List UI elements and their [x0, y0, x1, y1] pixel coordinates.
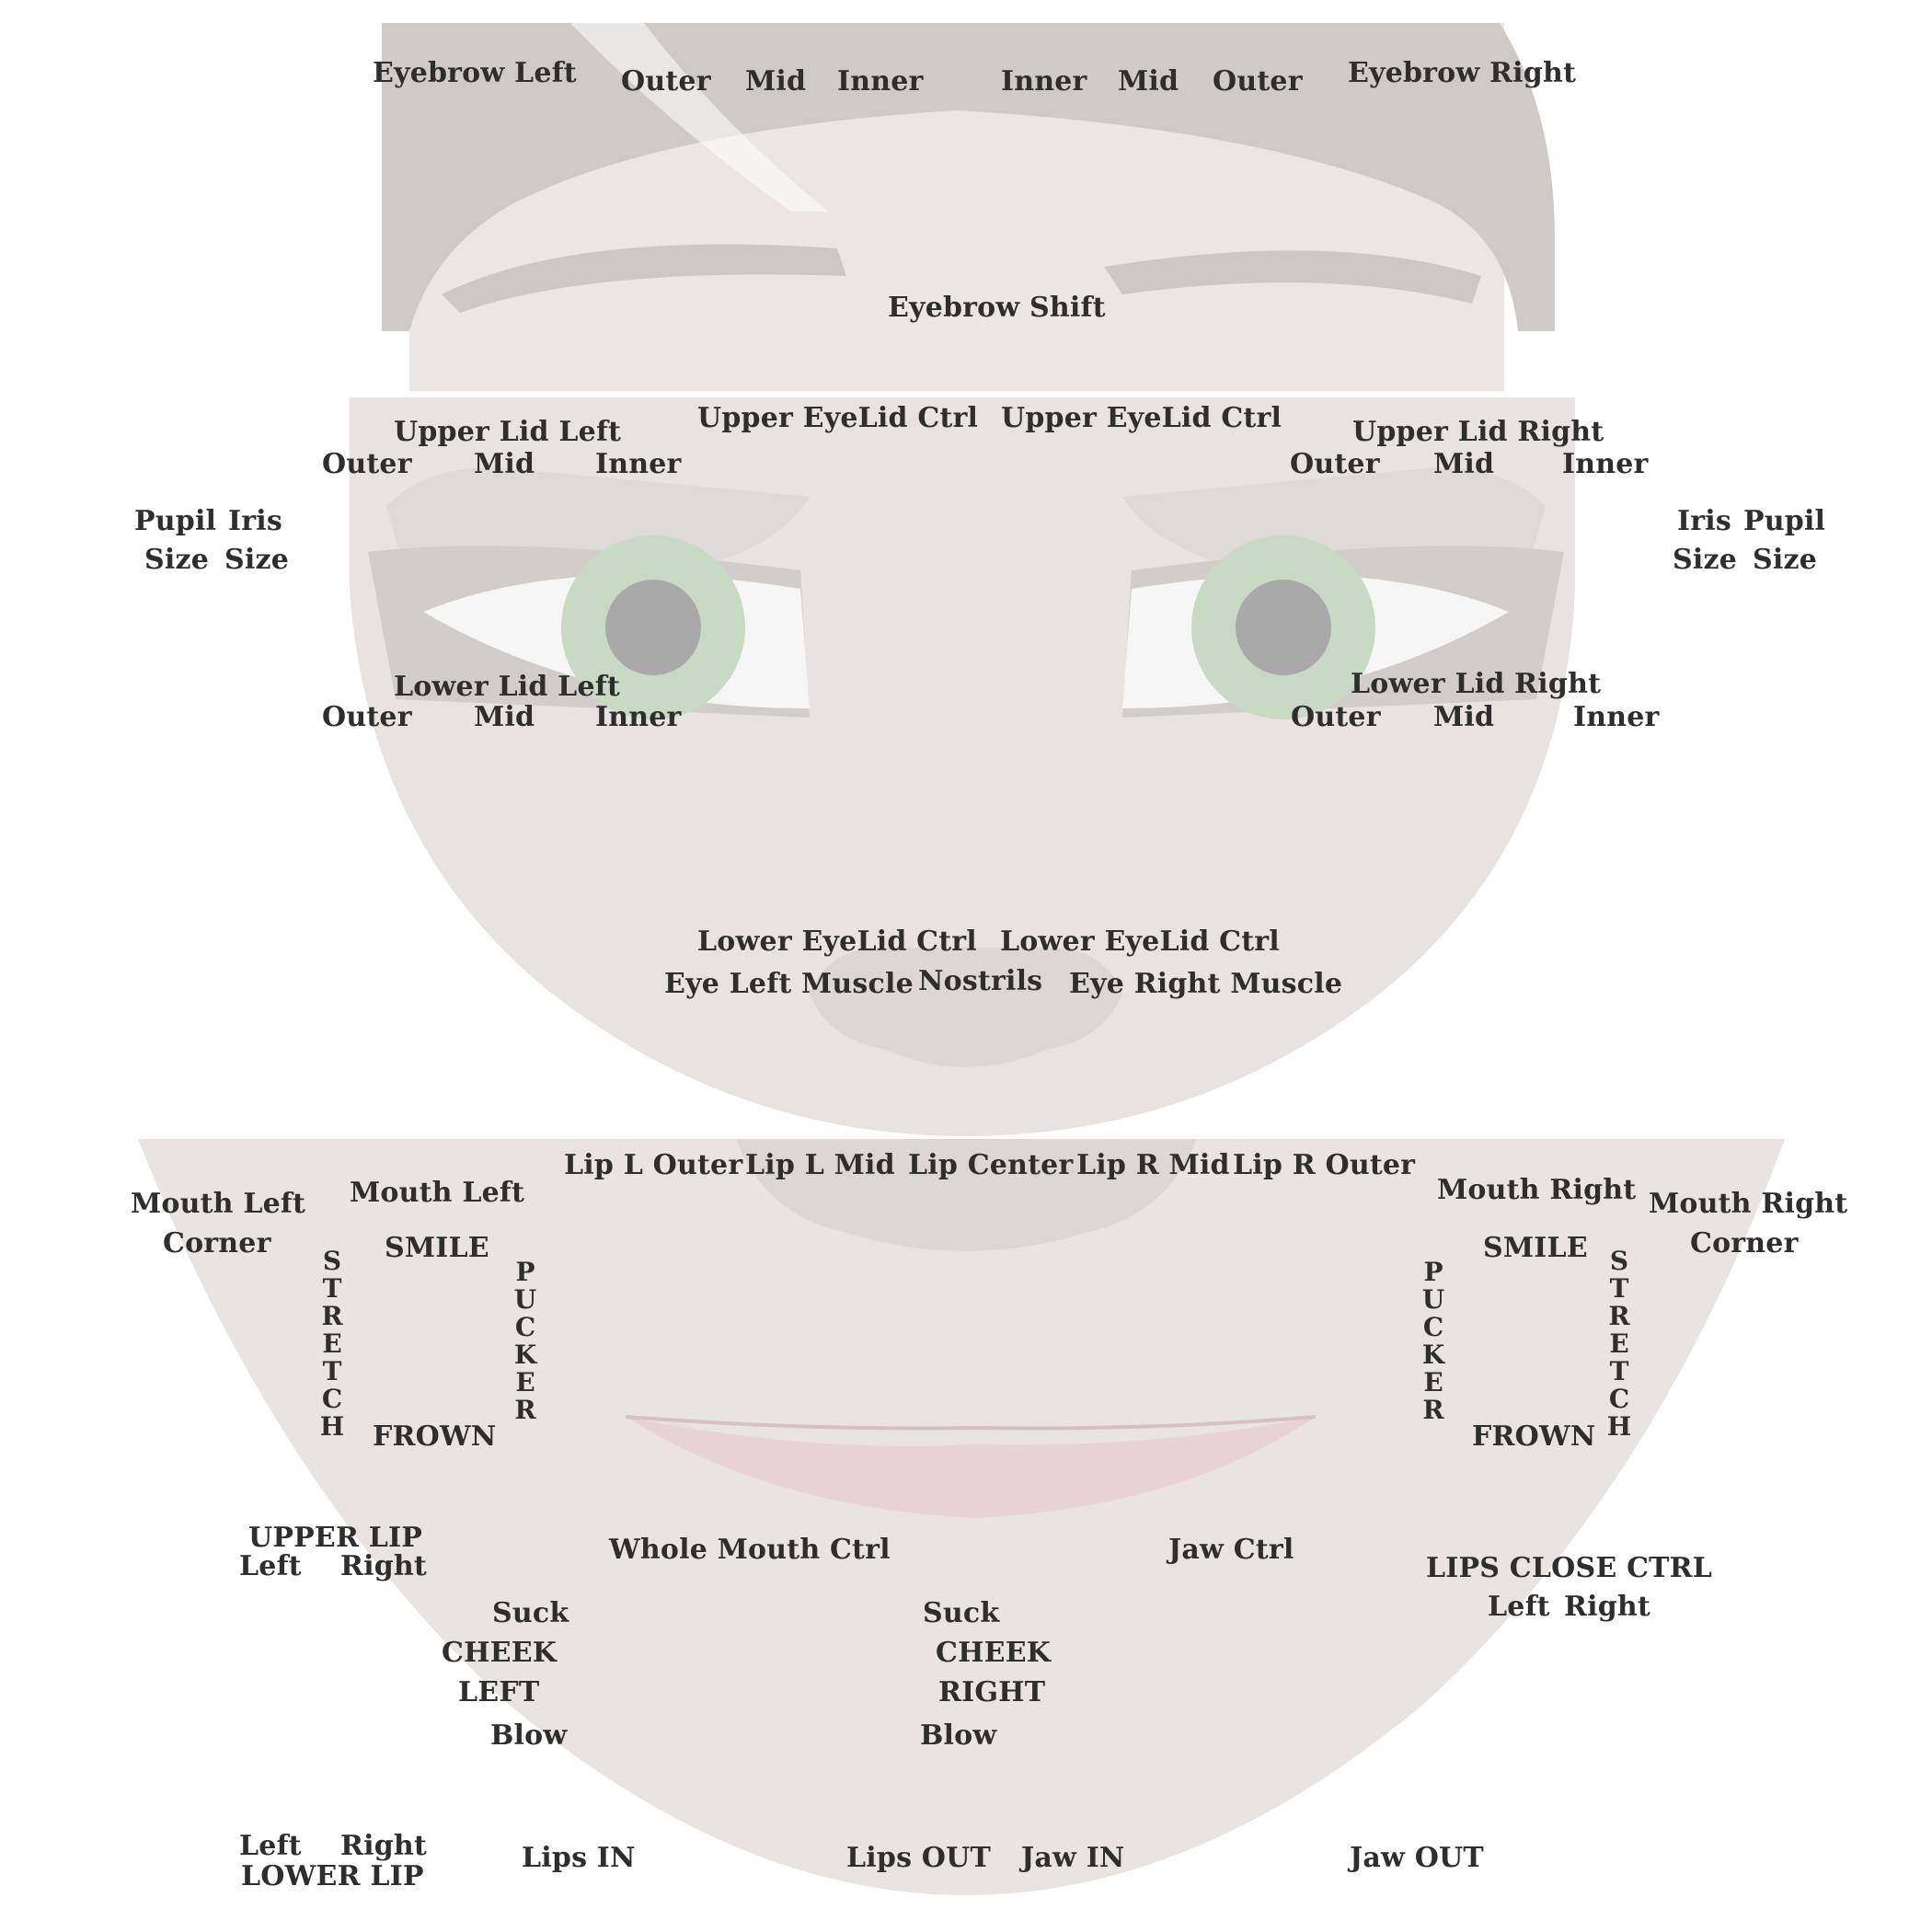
- lip-right-outer-label[interactable]: Lip R Outer: [1233, 1149, 1416, 1181]
- cheek-right-label: CHEEK: [936, 1637, 1052, 1669]
- pucker-right-label[interactable]: PUCKER: [1421, 1257, 1445, 1425]
- eyebrow-left-label: Eyebrow Left: [373, 57, 577, 89]
- upper-lid-right-outer-label[interactable]: Outer: [1290, 448, 1380, 480]
- pupil-left-label[interactable]: Pupil: [134, 505, 217, 537]
- upper-lid-left-mid-label[interactable]: Mid: [474, 448, 535, 480]
- upper-lip-label: UPPER LIP: [248, 1522, 423, 1554]
- upper-lid-right-label: Upper Lid Right: [1352, 416, 1604, 448]
- mouth-section: [138, 1139, 1785, 1895]
- upper-lid-right-inner-label[interactable]: Inner: [1562, 448, 1649, 480]
- lip-line: [625, 1415, 1317, 1431]
- frown-left-label[interactable]: FROWN: [373, 1420, 497, 1453]
- cheek-left-label: CHEEK: [442, 1637, 558, 1669]
- lower-lid-right-label: Lower Lid Right: [1351, 668, 1602, 700]
- eyebrow-right-label: Eyebrow Right: [1348, 57, 1577, 89]
- brow-left-inner-label[interactable]: Inner: [837, 65, 924, 98]
- jaw-out-label[interactable]: Jaw OUT: [1350, 1842, 1484, 1874]
- lower-lid-left-outer-label[interactable]: Outer: [322, 701, 412, 733]
- upper-lid-left-inner-label[interactable]: Inner: [595, 448, 682, 480]
- lips-close-left-label[interactable]: Left: [1488, 1591, 1550, 1623]
- brow-left-outer-label[interactable]: Outer: [621, 65, 711, 98]
- lip-left-outer-label[interactable]: Lip L Outer: [564, 1149, 743, 1181]
- lips-close-right-label[interactable]: Right: [1564, 1591, 1650, 1623]
- lower-lip-label: LOWER LIP: [241, 1860, 424, 1892]
- lower-lid-right-outer-label[interactable]: Outer: [1291, 701, 1381, 733]
- cheek-left-suck-label[interactable]: Suck: [492, 1597, 569, 1629]
- lower-lip-right-label[interactable]: Right: [340, 1830, 427, 1862]
- cheek-right-blow-label[interactable]: Blow: [920, 1719, 997, 1752]
- cheek-left-side-label: LEFT: [458, 1676, 540, 1708]
- mouth-left-corner-label-line2[interactable]: Corner: [163, 1227, 271, 1259]
- iris-left-size-label: Size: [224, 544, 289, 576]
- eye-left-muscle-label[interactable]: Eye Left Muscle: [664, 968, 914, 1000]
- iris-right-size-label: Size: [1673, 544, 1737, 576]
- brow-right-outer-label[interactable]: Outer: [1213, 65, 1303, 98]
- lower-lid-left-mid-label[interactable]: Mid: [474, 701, 535, 733]
- cheek-right-side-label: RIGHT: [938, 1676, 1046, 1708]
- smile-left-label[interactable]: SMILE: [385, 1232, 489, 1264]
- stretch-right-label[interactable]: STRETCH: [1606, 1246, 1632, 1442]
- upper-eyelid-ctrl-left-label[interactable]: Upper EyeLid Ctrl: [697, 402, 979, 434]
- lips: [626, 1417, 1316, 1518]
- lips-out-label[interactable]: Lips OUT: [846, 1842, 992, 1874]
- upper-eyelid-ctrl-right-label[interactable]: Upper EyeLid Ctrl: [1001, 402, 1282, 434]
- brow-shape-left: [442, 244, 846, 313]
- nose-reflection: [736, 1139, 1196, 1251]
- upper-lid-left-outer-label[interactable]: Outer: [322, 448, 412, 480]
- upper-lid-left-label: Upper Lid Left: [394, 416, 622, 448]
- pucker-left-label[interactable]: PUCKER: [513, 1257, 537, 1425]
- pupil-left: [605, 580, 701, 675]
- eyes-section: [313, 397, 1575, 1136]
- upper-lip-right-label[interactable]: Right: [340, 1550, 427, 1582]
- eye-right-muscle-label[interactable]: Eye Right Muscle: [1069, 968, 1343, 1000]
- mouth-right-corner-label-line2[interactable]: Corner: [1690, 1227, 1799, 1259]
- iris-right-label[interactable]: Iris: [1677, 505, 1731, 537]
- pupil-right-label[interactable]: Pupil: [1743, 505, 1826, 537]
- pupil-right: [1236, 580, 1331, 675]
- brow-left-mid-label[interactable]: Mid: [745, 65, 807, 98]
- lips-in-label[interactable]: Lips IN: [522, 1842, 636, 1874]
- brow-right-inner-label[interactable]: Inner: [1001, 65, 1087, 98]
- frown-right-label[interactable]: FROWN: [1472, 1420, 1596, 1453]
- jaw-ctrl-label[interactable]: Jaw Ctrl: [1168, 1534, 1294, 1566]
- lip-center-label[interactable]: Lip Center: [908, 1149, 1074, 1181]
- forehead-section: [382, 23, 1555, 391]
- lower-lid-left-inner-label[interactable]: Inner: [595, 701, 682, 733]
- upper-lip-left-label[interactable]: Left: [239, 1550, 302, 1582]
- brow-shape-right: [1104, 250, 1481, 304]
- eyebrow-shift-label[interactable]: Eyebrow Shift: [888, 292, 1106, 324]
- lip-left-mid-label[interactable]: Lip L Mid: [745, 1149, 895, 1181]
- jaw-in-label[interactable]: Jaw IN: [1021, 1842, 1125, 1874]
- lip-right-mid-label[interactable]: Lip R Mid: [1076, 1149, 1230, 1181]
- stretch-left-label[interactable]: STRETCH: [319, 1246, 345, 1442]
- mouth-right-label: Mouth Right: [1437, 1174, 1637, 1206]
- lips-close-ctrl-label: LIPS CLOSE CTRL: [1426, 1552, 1713, 1584]
- nose: [810, 948, 1122, 1067]
- cheek-left-blow-label[interactable]: Blow: [490, 1719, 568, 1752]
- mouth-left-label: Mouth Left: [350, 1177, 525, 1209]
- cheek-right-suck-label[interactable]: Suck: [923, 1597, 1000, 1629]
- mouth-left-corner-label-line1[interactable]: Mouth Left: [131, 1188, 306, 1220]
- iris-left-label[interactable]: Iris: [228, 505, 282, 537]
- lower-lip-left-label[interactable]: Left: [239, 1830, 302, 1862]
- pupil-left-size-label: Size: [144, 544, 209, 576]
- mouth-right-corner-label-line1[interactable]: Mouth Right: [1649, 1188, 1848, 1220]
- smile-right-label[interactable]: SMILE: [1483, 1232, 1588, 1264]
- lower-lid-right-inner-label[interactable]: Inner: [1573, 701, 1660, 733]
- hair-strand-highlight: [570, 23, 828, 212]
- pupil-right-size-label: Size: [1753, 544, 1817, 576]
- lower-lid-left-label: Lower Lid Left: [394, 671, 620, 703]
- upper-lid-right-mid-label[interactable]: Mid: [1433, 448, 1495, 480]
- lower-eyelid-ctrl-right-label[interactable]: Lower EyeLid Ctrl: [1000, 926, 1280, 958]
- nostrils-label[interactable]: Nostrils: [918, 965, 1043, 997]
- lower-lid-right-mid-label[interactable]: Mid: [1433, 701, 1495, 733]
- lower-eyelid-ctrl-left-label[interactable]: Lower EyeLid Ctrl: [697, 926, 977, 958]
- whole-mouth-ctrl-label[interactable]: Whole Mouth Ctrl: [609, 1534, 891, 1566]
- brow-right-mid-label[interactable]: Mid: [1118, 65, 1179, 98]
